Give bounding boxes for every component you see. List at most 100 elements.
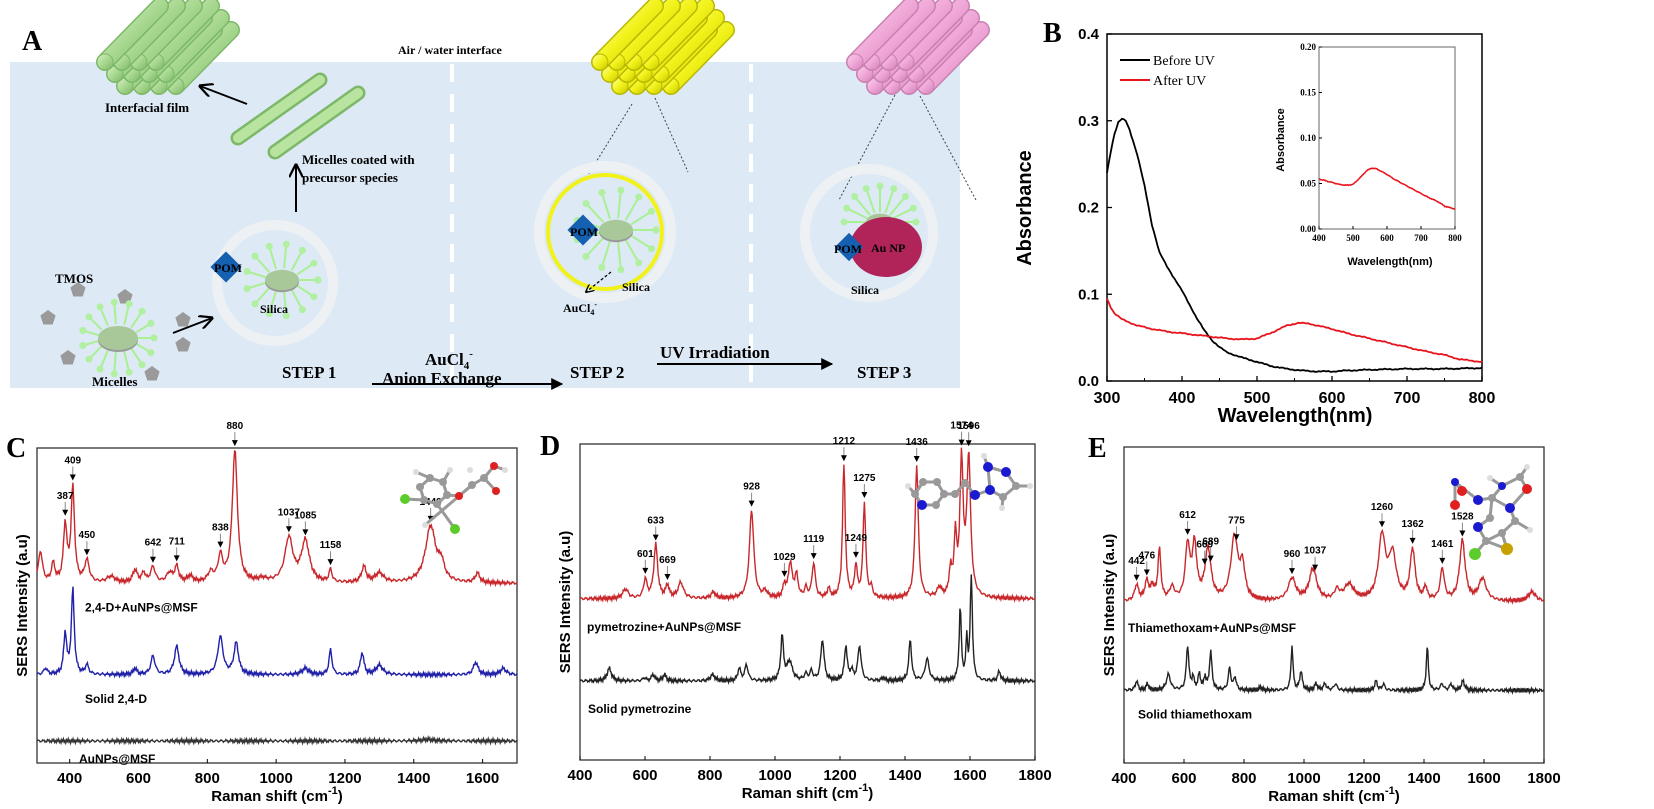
y-axis-label: Absorbance — [1014, 150, 1036, 266]
peak-label: 1029 — [773, 552, 796, 563]
atom — [981, 453, 987, 459]
spectrum-pymetrozine-aunps-msf — [579, 447, 1036, 604]
peak-label: 1212 — [833, 436, 856, 447]
peak-arrow-icon — [1207, 555, 1214, 562]
peak-label: 928 — [743, 482, 760, 493]
atom — [1486, 514, 1494, 522]
panel-label-b: B — [1043, 18, 1062, 49]
atom — [999, 493, 1007, 501]
inset-y-tick-label: 0.10 — [1300, 133, 1316, 143]
atom — [919, 478, 927, 486]
atom — [1027, 483, 1033, 489]
x-tick-label: 800 — [697, 767, 722, 784]
atom — [1001, 467, 1011, 477]
x-tick-label: 500 — [1244, 390, 1271, 407]
surfactant-tail — [892, 207, 914, 220]
peak-label: 1249 — [845, 533, 868, 544]
peak-arrow-icon — [83, 549, 90, 556]
peak-arrow-icon — [913, 456, 920, 463]
peak-arrow-icon — [748, 500, 755, 507]
surfactant-tail — [123, 303, 131, 325]
peak-label: 669 — [659, 555, 676, 566]
peak-arrow-icon — [1312, 564, 1319, 571]
surfactant-head — [582, 199, 590, 207]
step-2-label: STEP 2 — [570, 363, 624, 382]
rod — [918, 22, 989, 94]
anion-exchange-label: Anion Exchange — [382, 369, 502, 388]
bond — [424, 483, 473, 527]
surfactant-head — [598, 263, 606, 271]
step-3-label: STEP 3 — [857, 363, 911, 382]
surfactant-tail — [846, 207, 868, 220]
atom — [940, 490, 948, 498]
plot-frame — [1123, 446, 1545, 764]
pymetrozine-molecule-icon — [905, 453, 1033, 511]
atom — [443, 491, 451, 499]
surfactant-tail — [624, 196, 640, 221]
surfactant-tail — [290, 289, 304, 311]
x-tick-label: 1600 — [1467, 770, 1500, 787]
x-tick-label: 1000 — [758, 767, 791, 784]
coated-micelle-rods — [230, 72, 366, 160]
silica-particle-gold: POM Silica AuCl4- — [534, 161, 676, 317]
inset-y-tick-label: 0.20 — [1300, 42, 1316, 52]
atom — [1473, 522, 1483, 532]
peak-label: 1275 — [853, 473, 876, 484]
y-axis-label: SERS Intensity (a.u) — [1101, 534, 1118, 677]
x-tick-label: 400 — [57, 770, 82, 787]
atom — [502, 467, 508, 473]
atom — [951, 490, 959, 498]
x-tick-label: 800 — [195, 770, 220, 787]
atom — [1473, 495, 1483, 505]
inset-x-tick-label: 800 — [1448, 233, 1462, 243]
inset-x-tick-label: 400 — [1312, 233, 1326, 243]
peak-arrow-icon — [149, 556, 156, 563]
x-tick-label: 1200 — [1347, 770, 1380, 787]
peak-arrow-icon — [285, 526, 292, 533]
surfactant-tail — [283, 244, 288, 269]
peak-arrow-icon — [69, 474, 76, 481]
atom — [1511, 517, 1519, 525]
surfactant-head — [251, 300, 259, 308]
surfactant-head — [125, 300, 133, 308]
panel-d: D 400 600 800 1000 1200 1400 1600 1800 Raman shi… — [540, 421, 1052, 802]
inset-y-tick-label: 0.15 — [1300, 88, 1316, 98]
peak-label: 1461 — [1431, 539, 1454, 550]
peak-arrow-icon — [1143, 569, 1150, 576]
panel-label-c: C — [6, 433, 26, 464]
surfactant-tail — [268, 246, 277, 270]
surfactant-tail — [254, 287, 271, 305]
arrow-icon — [172, 318, 212, 334]
peak-label: 612 — [1179, 510, 1196, 521]
arrow-icon — [586, 271, 612, 292]
series-label: Solid thiamethoxam — [1138, 707, 1252, 721]
x-tick-label: 1600 — [466, 770, 499, 787]
peak-arrow-icon — [781, 570, 788, 577]
pom-diamond — [210, 251, 242, 283]
atom — [983, 462, 993, 472]
surfactant-head — [85, 355, 93, 363]
peak-arrow-icon — [664, 573, 671, 580]
peak-label: 689 — [1202, 537, 1219, 548]
thiamethoxam-molecule-icon — [1450, 464, 1533, 560]
panel-label-d: D — [540, 431, 560, 462]
surfactant-tail — [630, 234, 652, 250]
rod — [864, 0, 935, 70]
surfactant-head — [617, 266, 625, 274]
atom — [455, 492, 463, 500]
surfactant-head — [282, 240, 290, 248]
atom — [1488, 494, 1496, 502]
surfactant-head — [138, 307, 146, 315]
y-tick-label: 0.3 — [1078, 113, 1099, 130]
peak-arrow-icon — [327, 559, 334, 566]
series-label: pymetrozine+AuNPs@MSF — [587, 620, 741, 634]
peak-label: 960 — [1284, 549, 1301, 560]
surfactant-tail — [283, 291, 288, 316]
surfactant-head — [310, 293, 318, 301]
surfactant-head — [147, 319, 155, 327]
peak-label: 1574 — [950, 421, 973, 432]
peak-label: 1528 — [1451, 512, 1474, 523]
peak-arrow-icon — [852, 551, 859, 558]
surfactant-head — [310, 259, 318, 267]
tmos-pentagon — [175, 337, 191, 352]
